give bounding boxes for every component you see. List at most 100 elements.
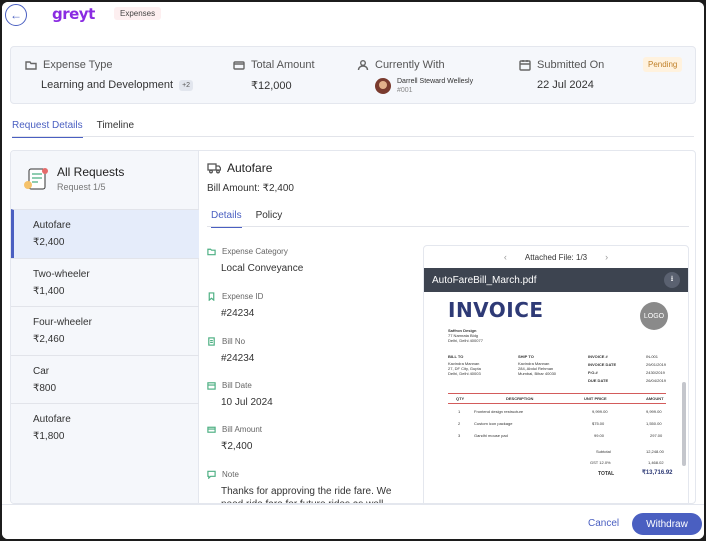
- expense-detail: Autofare Bill Amount: ₹2,400 Details Pol…: [207, 151, 695, 503]
- back-arrow-icon[interactable]: ←: [5, 4, 27, 26]
- subtotal-value: 12,248.00: [646, 449, 664, 454]
- invoice-company: Delhi, Delhi 400077: [448, 338, 483, 343]
- invoice-company: 77 Namrata Bldg: [448, 333, 479, 338]
- submitted-on-header: Submitted On: [519, 59, 604, 71]
- bill-no-field: Bill No #24234: [207, 337, 402, 365]
- withdraw-button[interactable]: Withdraw: [632, 513, 702, 535]
- list-item[interactable]: Car ₹800: [11, 354, 199, 404]
- invoice-preview[interactable]: INVOICE LOGO Saffron Design 77 Namrata B…: [424, 292, 688, 503]
- invoice-divider: [448, 393, 666, 394]
- ship-to-line: 284, Abdul Rehman: [518, 366, 554, 371]
- gst-label: GST 12.0%: [590, 460, 611, 465]
- meta-label: INVOICE DATE: [588, 362, 617, 367]
- preview-scrollbar[interactable]: [682, 382, 686, 466]
- document-icon: [208, 337, 215, 346]
- detail-tabs: Details Policy: [211, 210, 282, 228]
- tab-timeline[interactable]: Timeline: [96, 120, 135, 131]
- expense-type-header: Expense Type: [25, 59, 113, 71]
- calendar-icon: [519, 60, 531, 71]
- assignee-name: Darrell Steward Wellesly: [397, 78, 474, 85]
- total-value: ₹13,716.92: [642, 470, 673, 476]
- bill-amount-field: Bill Amount ₹2,400: [207, 425, 402, 453]
- list-item[interactable]: Autofare ₹2,400: [11, 209, 199, 258]
- module-badge: Expenses: [114, 7, 162, 20]
- attachment-counter: Attached File: 1/3: [524, 252, 588, 262]
- row-price: 99.00: [594, 433, 605, 438]
- folder-icon: [207, 248, 216, 256]
- tab-request-details[interactable]: Request Details: [12, 120, 83, 138]
- tab-policy[interactable]: Policy: [255, 210, 283, 221]
- row-price: $75.00: [592, 421, 605, 426]
- column-header: DESCRIPTION: [506, 396, 534, 401]
- chevron-left-icon[interactable]: ‹: [503, 252, 507, 262]
- detail-tabs-divider: [207, 226, 689, 227]
- row-qty: 2: [458, 421, 461, 426]
- download-icon[interactable]: ⭳: [664, 272, 680, 288]
- request-list: Autofare ₹2,400 Two-wheeler ₹1,400 Four-…: [11, 209, 199, 452]
- bookmark-icon: [208, 292, 215, 301]
- field-label: Bill Date: [222, 381, 252, 390]
- bill-to-line: 27, DF City, Gupta: [448, 366, 481, 371]
- bill-date-field: Bill Date 10 Jul 2024: [207, 381, 402, 409]
- total-amount-label: Total Amount: [251, 59, 315, 71]
- item-name: Two-wheeler: [33, 268, 90, 280]
- expense-category-field: Expense Category Local Conveyance: [207, 247, 402, 275]
- list-item[interactable]: Two-wheeler ₹1,400: [11, 257, 199, 307]
- total-amount-value: ₹12,000: [251, 80, 292, 92]
- requests-counter: Request 1/5: [57, 182, 106, 192]
- chevron-right-icon[interactable]: ›: [605, 252, 609, 262]
- assignee[interactable]: Darrell Steward Wellesly #001: [375, 77, 473, 95]
- item-amount: ₹1,400: [33, 285, 65, 297]
- expense-type-label: Expense Type: [43, 59, 113, 71]
- user-icon: [357, 60, 369, 71]
- assignee-id: #001: [397, 87, 413, 94]
- item-name: Four-wheeler: [33, 317, 92, 328]
- field-value: 10 Jul 2024: [221, 397, 273, 408]
- submitted-on-label: Submitted On: [537, 59, 605, 71]
- comment-icon: [207, 470, 216, 479]
- bill-amount-summary: Bill Amount: ₹2,400: [207, 183, 294, 194]
- item-amount: ₹1,800: [33, 431, 65, 442]
- row-amount: 9,999.00: [646, 409, 662, 414]
- more-types-chip[interactable]: +2: [179, 79, 194, 91]
- invoice-company: Saffron Design: [448, 328, 477, 333]
- calendar-icon: [207, 382, 216, 390]
- row-desc: Gandhi mouse pad: [474, 433, 508, 438]
- meta-value: IN-001: [646, 354, 659, 359]
- attachment-filename: AutoFareBill_March.pdf: [432, 274, 537, 286]
- subtotal-label: Subtotal: [596, 449, 611, 454]
- detail-title: Autofare: [227, 161, 273, 175]
- list-item[interactable]: Four-wheeler ₹2,460: [11, 306, 199, 355]
- field-label: Bill Amount: [222, 425, 263, 434]
- item-name: Autofare: [33, 220, 71, 231]
- attachment-toolbar: AutoFareBill_March.pdf ⭳: [424, 268, 688, 292]
- requests-illustration-icon: [23, 165, 49, 193]
- field-label: Bill No: [222, 337, 246, 346]
- bill-to-label: BILL TO: [448, 354, 464, 359]
- total-label: TOTAL: [598, 471, 615, 477]
- tab-details[interactable]: Details: [211, 210, 242, 228]
- cancel-button[interactable]: Cancel: [588, 518, 620, 529]
- attachment-nav: ‹ Attached File: 1/3 ›: [424, 246, 688, 268]
- meta-value: 2430/2019: [646, 370, 665, 375]
- field-value: #24234: [221, 308, 255, 319]
- row-price: 9,999.00: [592, 409, 608, 414]
- list-item[interactable]: Autofare ₹1,800: [11, 403, 199, 452]
- item-amount: ₹2,460: [33, 334, 65, 345]
- meta-label: DUE DATE: [588, 378, 609, 383]
- item-amount: ₹2,400: [33, 237, 65, 248]
- item-name: Car: [33, 365, 50, 377]
- submitted-on-value: 22 Jul 2024: [537, 79, 594, 91]
- expense-type-value: Learning and Development +2: [41, 79, 194, 91]
- meta-value: 26/04/2019: [646, 378, 667, 383]
- requests-sidebar: All Requests Request 1/5 Autofare ₹2,400…: [11, 151, 199, 503]
- action-footer: Cancel Withdraw: [2, 504, 704, 539]
- column-header: AMOUNT: [646, 396, 664, 401]
- bill-to-line: Kavindra Mannan: [448, 361, 480, 366]
- attachment-viewer: ‹ Attached File: 1/3 › AutoFareBill_Marc…: [423, 245, 689, 503]
- total-amount-header: Total Amount: [233, 59, 315, 71]
- currently-with-header: Currently With: [357, 59, 445, 71]
- column-header: UNIT PRICE: [584, 396, 607, 401]
- item-name: Autofare: [33, 414, 71, 425]
